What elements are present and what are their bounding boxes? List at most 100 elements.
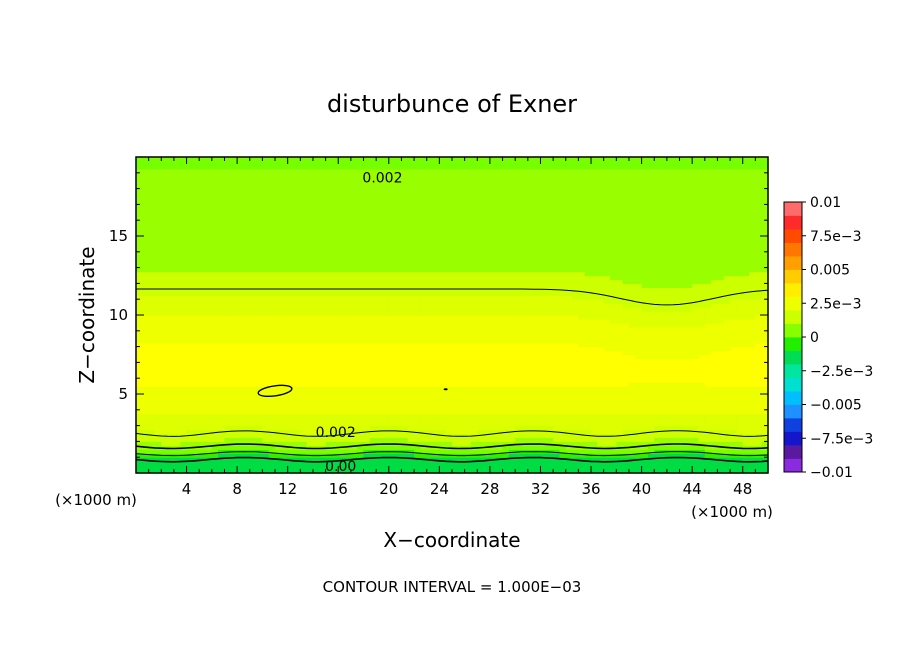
field-cell [268, 326, 276, 332]
field-cell [186, 370, 194, 375]
field-cell [489, 192, 497, 198]
field-cell [489, 366, 497, 371]
field-cell [230, 425, 238, 431]
field-cell [275, 279, 282, 284]
field-cell [388, 176, 396, 182]
field-cell [224, 315, 232, 320]
field-cell [464, 180, 472, 186]
field-cell [452, 461, 459, 466]
field-cell [477, 157, 485, 162]
field-cell [502, 322, 510, 328]
field-cell [249, 465, 257, 470]
field-cell [167, 445, 175, 450]
field-cell [477, 469, 485, 474]
field-cell [136, 180, 143, 186]
field-cell [395, 243, 403, 249]
field-cell [489, 390, 497, 395]
field-cell [161, 334, 169, 340]
field-cell [477, 212, 485, 217]
field-cell [369, 342, 377, 348]
field-cell [218, 322, 226, 328]
field-cell [452, 401, 459, 407]
field-cell [312, 200, 320, 205]
field-cell [350, 394, 358, 399]
field-cell [325, 200, 333, 205]
field-cell [230, 160, 238, 166]
field-cell [338, 390, 346, 395]
field-cell [489, 334, 497, 340]
field-cell [186, 259, 194, 265]
field-cell [445, 208, 453, 213]
field-cell [218, 255, 226, 261]
field-cell [237, 334, 245, 340]
field-cell [249, 409, 257, 415]
field-cell [230, 457, 238, 462]
field-cell [294, 394, 301, 399]
field-cell [325, 164, 333, 170]
field-cell [167, 441, 175, 446]
field-cell [357, 421, 365, 427]
field-cell [433, 334, 440, 340]
field-cell [224, 370, 232, 375]
field-cell [464, 354, 472, 360]
field-cell [363, 157, 371, 162]
field-cell [395, 370, 403, 375]
field-cell [515, 358, 523, 363]
field-cell [268, 220, 276, 225]
field-cell [218, 354, 226, 360]
field-cell [407, 409, 415, 415]
field-cell [502, 168, 510, 174]
field-cell [224, 204, 232, 209]
field-cell [167, 469, 175, 474]
field-cell [186, 196, 194, 202]
field-cell [148, 382, 156, 387]
field-cell [470, 374, 478, 379]
field-cell [363, 449, 371, 454]
field-cell [331, 196, 339, 202]
field-cell [136, 172, 143, 178]
field-cell [281, 401, 289, 407]
field-cell [281, 311, 289, 316]
field-cell [489, 311, 497, 316]
field-cell [477, 247, 485, 253]
field-cell [388, 461, 396, 466]
field-cell [464, 212, 472, 217]
field-cell [382, 228, 390, 233]
field-cell [376, 311, 384, 316]
field-cell [256, 421, 263, 427]
field-cell [186, 394, 194, 399]
field-cell [388, 311, 396, 316]
field-cell [489, 354, 497, 360]
field-cell [237, 212, 245, 217]
field-cell [338, 251, 346, 257]
field-cell [148, 184, 156, 190]
field-cell [268, 295, 276, 300]
field-cell [287, 172, 295, 178]
field-cell [477, 453, 485, 458]
field-cell [199, 409, 207, 415]
field-cell [148, 176, 156, 182]
field-cell [142, 303, 150, 308]
field-cell [350, 303, 358, 308]
field-cell [281, 334, 289, 340]
field-cell [439, 461, 447, 466]
field-cell [458, 346, 466, 352]
field-cell [275, 433, 282, 439]
field-cell [173, 413, 181, 419]
field-cell [211, 453, 219, 458]
field-cell [508, 184, 516, 190]
field-cell [136, 449, 143, 454]
field-cell [388, 188, 396, 194]
field-cell [496, 220, 504, 225]
field-cell [262, 224, 270, 229]
field-cell [256, 445, 263, 450]
field-cell [167, 232, 175, 237]
field-cell [401, 307, 409, 312]
field-cell [154, 354, 162, 360]
field-cell [224, 164, 232, 170]
field-cell [319, 196, 327, 202]
field-cell [515, 330, 523, 336]
field-cell [521, 429, 529, 435]
field-cell [395, 251, 403, 257]
field-cell [211, 378, 219, 383]
